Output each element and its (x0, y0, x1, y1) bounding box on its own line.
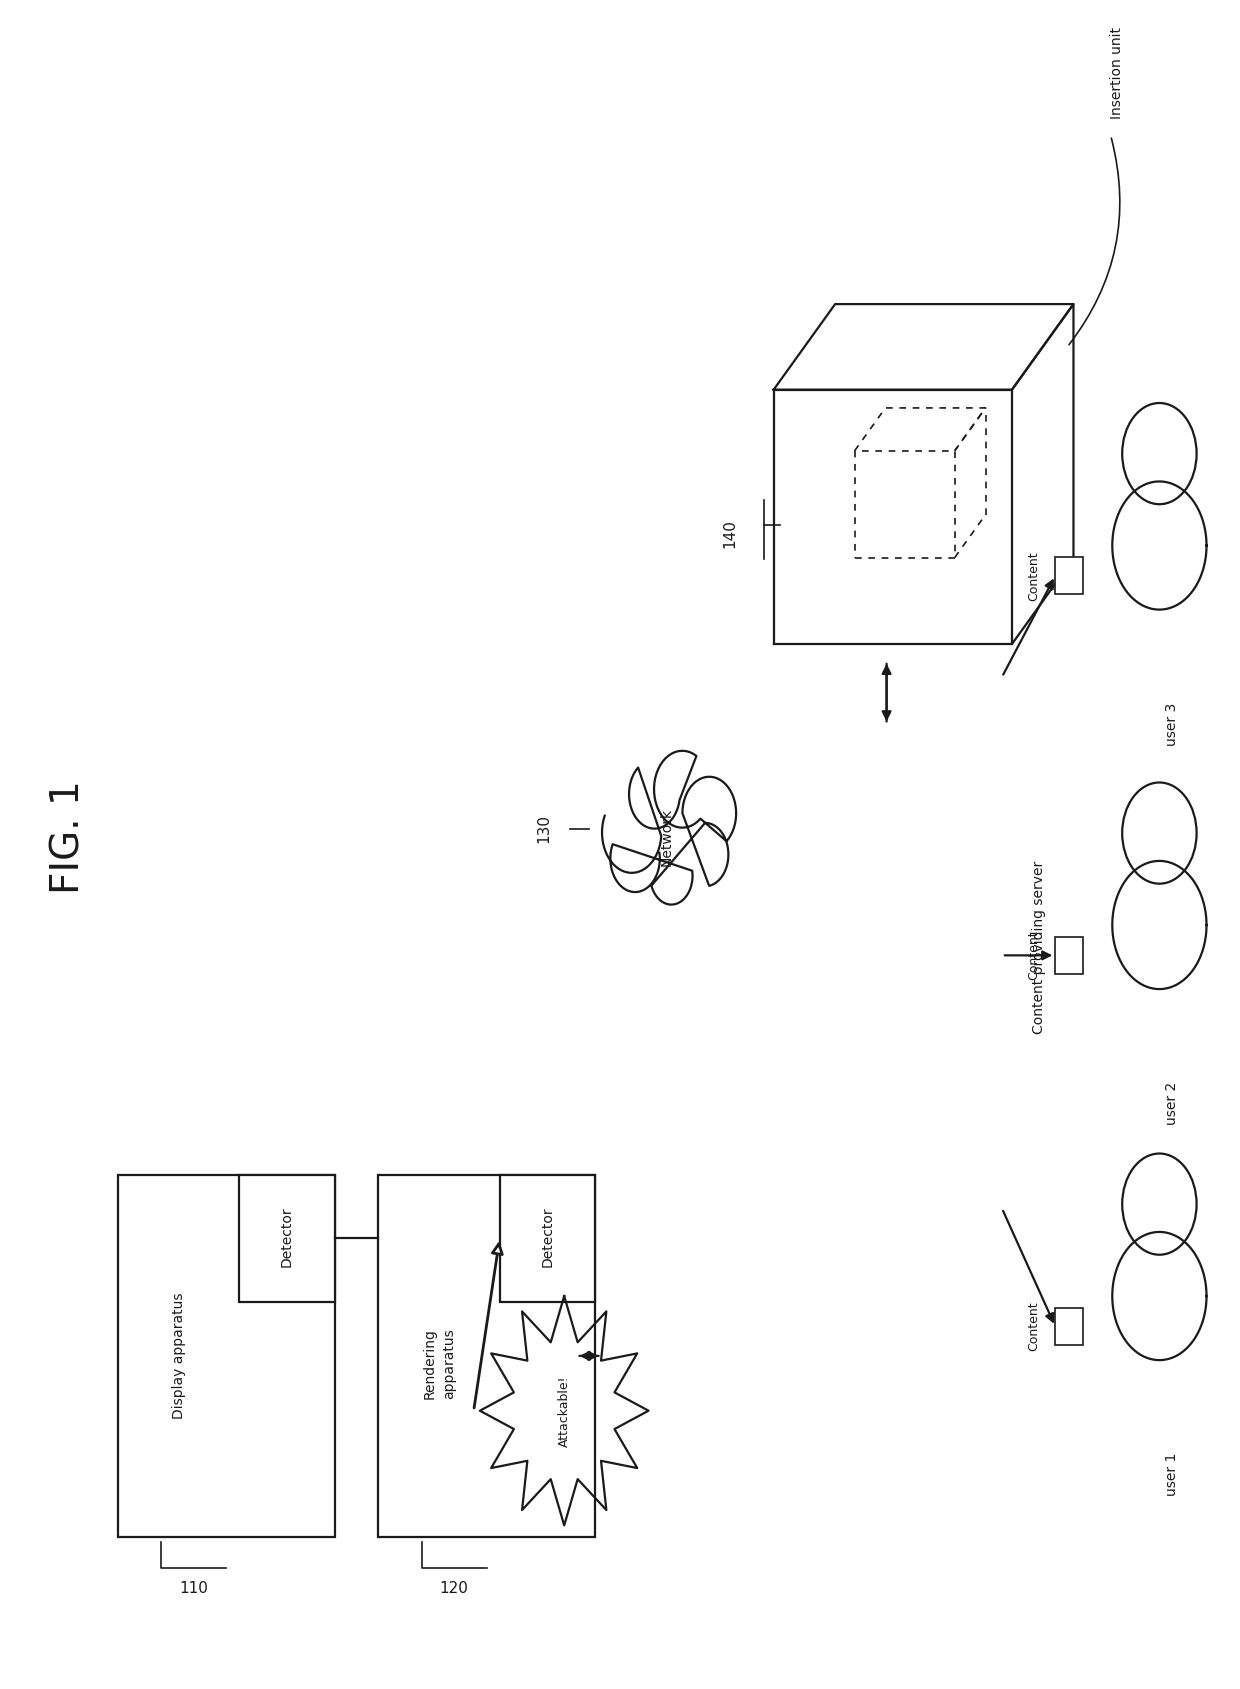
Text: Rendering
apparatus: Rendering apparatus (422, 1328, 456, 1398)
Bar (118, 1174, 335, 1537)
Text: 140: 140 (723, 519, 738, 549)
Text: Detector: Detector (280, 1206, 294, 1267)
Bar (1055, 1307, 1083, 1344)
Bar (1055, 937, 1083, 975)
Text: 110: 110 (180, 1581, 208, 1596)
Text: FIG. 1: FIG. 1 (50, 780, 87, 893)
Bar (378, 1174, 595, 1537)
Bar (239, 1174, 335, 1302)
Text: user 3: user 3 (1164, 703, 1179, 745)
Text: user 1: user 1 (1164, 1453, 1179, 1496)
Text: Content: Content (1028, 931, 1040, 980)
Text: Display apparatus: Display apparatus (171, 1292, 186, 1419)
Text: Attackable!: Attackable! (558, 1375, 570, 1446)
Bar (500, 1174, 595, 1302)
Text: Network: Network (660, 809, 675, 866)
Text: Insertion unit: Insertion unit (1110, 27, 1123, 118)
Text: Content: Content (1028, 1302, 1040, 1351)
Text: 130: 130 (537, 814, 552, 843)
Text: Detector: Detector (541, 1206, 554, 1267)
Text: Content: Content (1028, 551, 1040, 601)
Text: Content providing server: Content providing server (1032, 860, 1047, 1034)
Text: 120: 120 (440, 1581, 469, 1596)
Bar (1055, 557, 1083, 595)
Text: user 2: user 2 (1164, 1083, 1179, 1125)
